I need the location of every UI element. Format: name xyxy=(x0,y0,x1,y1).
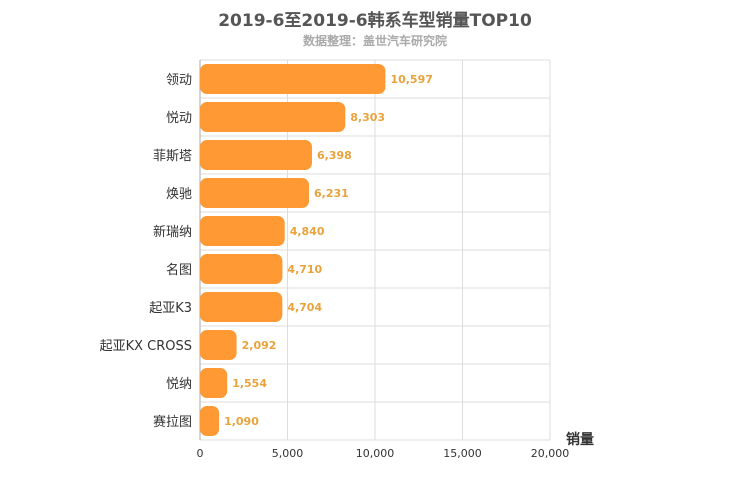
bar xyxy=(200,406,220,436)
category-label: 焕驰 xyxy=(166,187,192,202)
value-label: 1,554 xyxy=(232,377,267,390)
value-label: 1,090 xyxy=(224,415,259,428)
x-tick-label: 5,000 xyxy=(272,447,304,460)
chart-title: 2019-6至2019-6韩系车型销量TOP10 xyxy=(218,11,532,31)
value-label: 10,597 xyxy=(390,73,432,86)
chart-subtitle: 数据整理：盖世汽车研究院 xyxy=(302,34,447,48)
x-tick-label: 20,000 xyxy=(531,447,570,460)
bar xyxy=(200,216,285,246)
value-label: 8,303 xyxy=(350,111,385,124)
bar xyxy=(200,368,228,398)
bar xyxy=(200,178,310,208)
category-label: 领动 xyxy=(166,73,192,88)
bar xyxy=(200,102,346,132)
value-label: 2,092 xyxy=(242,339,277,352)
value-label: 4,704 xyxy=(287,301,322,314)
value-label: 6,398 xyxy=(317,149,352,162)
bar xyxy=(200,330,237,360)
value-label: 4,710 xyxy=(287,263,322,276)
bar xyxy=(200,254,283,284)
x-tick-label: 15,000 xyxy=(443,447,482,460)
bar xyxy=(200,140,312,170)
x-axis-title: 销量 xyxy=(566,431,594,448)
category-label: 起亚K3 xyxy=(149,301,192,316)
x-tick-label: 10,000 xyxy=(356,447,395,460)
category-label: 起亚KX CROSS xyxy=(100,339,192,354)
category-label: 赛拉图 xyxy=(153,414,192,430)
category-label: 名图 xyxy=(166,262,192,278)
x-tick-label: 0 xyxy=(197,447,204,460)
bar xyxy=(200,64,386,94)
value-label: 4,840 xyxy=(290,225,325,238)
value-label: 6,231 xyxy=(314,187,349,200)
category-label: 菲斯塔 xyxy=(153,149,192,164)
category-label: 悦动 xyxy=(166,111,192,126)
category-label: 新瑞纳 xyxy=(153,224,192,240)
category-label: 悦纳 xyxy=(166,377,192,392)
bar xyxy=(200,292,283,322)
